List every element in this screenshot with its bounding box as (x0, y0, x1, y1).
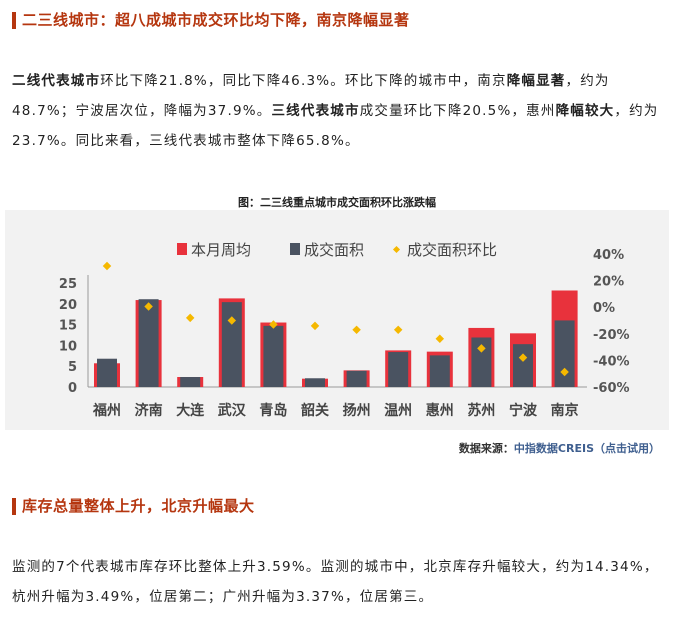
bar-area (138, 299, 159, 387)
right-tick-label: 20% (593, 275, 624, 290)
section-paragraph-2: 监测的7个代表城市库存环比整体上升3.59%。监测的城市中，北京库存升幅较大，约… (12, 559, 659, 605)
text-run: 环比下降21.8%，同比下降46.3%。环比下降的城市中，南京 (100, 73, 507, 89)
left-tick-label: 5 (68, 360, 77, 375)
point-mom (144, 302, 153, 311)
category-label: 济南 (135, 402, 163, 419)
bar-area (221, 302, 242, 387)
text-run: 成交量环比下降20.5%，惠州 (359, 103, 556, 119)
legend-label: 本月周均 (191, 241, 251, 259)
point-mom (477, 344, 486, 353)
point-mom (102, 261, 112, 271)
right-tick-label: 40% (593, 248, 624, 263)
legend-label: 成交面积 (304, 241, 364, 259)
bar-area (180, 377, 201, 387)
legend-swatch (392, 245, 401, 254)
category-label: 宁波 (509, 402, 538, 419)
bar-area (97, 358, 117, 387)
section-paragraph: 二线代表城市环比下降21.8%，同比下降46.3%。环比下降的城市中，南京降幅显… (12, 66, 664, 156)
left-tick-label: 20 (59, 298, 77, 313)
section-heading: 二三线城市：超八成城市成交环比均下降，南京降幅显著 (12, 12, 410, 29)
bar-area (305, 378, 325, 387)
chart: 0 5 10 15 20 25 40% 20% 0% -20% -40% -60% 福州 济南 大连 武汉 青岛… (5, 210, 669, 430)
left-tick-label: 0 (68, 381, 77, 396)
left-tick-label: 25 (59, 277, 77, 292)
category-label: 青岛 (259, 402, 287, 419)
section-heading-2: 库存总量整体上升，北京升幅最大 (12, 498, 255, 515)
text-run: ，约为48.7%；宁波居次位，降幅为37.9%。 (12, 73, 610, 119)
point-mom (435, 334, 445, 343)
right-tick-label: -20% (593, 328, 630, 343)
point-mom (310, 321, 320, 331)
bar-area (554, 320, 575, 387)
source-label: 数据来源： (458, 442, 514, 455)
bar-area (346, 370, 367, 387)
category-label: 苏州 (467, 402, 495, 419)
text-run: ，约为23.7%。同比来看，三线代表城市整体下降65.8%。 (12, 103, 659, 149)
data-source: 数据来源：中指数据CREIS（点击试用） (459, 440, 660, 456)
point-mom (227, 316, 237, 325)
category-label: 韶关 (301, 402, 329, 419)
bar-area (429, 355, 450, 387)
category-label: 南京 (551, 402, 579, 419)
text-run: 二线代表城市 (12, 73, 101, 89)
bar-area (388, 352, 409, 387)
legend-label: 成交面积环比 (407, 241, 497, 259)
category-label: 福州 (92, 402, 121, 419)
right-tick-label: 0% (593, 301, 615, 316)
point-mom (185, 313, 195, 323)
left-tick-label: 15 (59, 319, 77, 334)
right-tick-label: -60% (593, 381, 630, 396)
point-mom (393, 325, 403, 335)
bar-area (263, 325, 284, 387)
legend-swatch (177, 243, 187, 255)
right-tick-label: -40% (593, 354, 630, 369)
category-label: 扬州 (343, 402, 371, 419)
category-label: 大连 (176, 402, 205, 419)
source-link[interactable]: 中指数据CREIS（点击试用） (513, 442, 660, 455)
chart-caption: 图：二三线重点城市成交面积环比涨跌幅 (238, 196, 436, 209)
category-label: 温州 (384, 403, 412, 419)
category-label: 惠州 (426, 402, 454, 419)
point-mom (269, 320, 278, 329)
bar-area (513, 344, 533, 387)
left-tick-label: 10 (59, 339, 77, 354)
category-label: 武汉 (218, 402, 247, 419)
bar-area (471, 337, 492, 387)
text-run: 降幅显著 (506, 73, 566, 89)
text-run: 三线代表城市 (271, 103, 360, 119)
point-mom (518, 353, 528, 362)
text-run: 降幅较大 (555, 103, 615, 119)
legend-swatch (290, 243, 300, 255)
point-mom (352, 325, 361, 335)
